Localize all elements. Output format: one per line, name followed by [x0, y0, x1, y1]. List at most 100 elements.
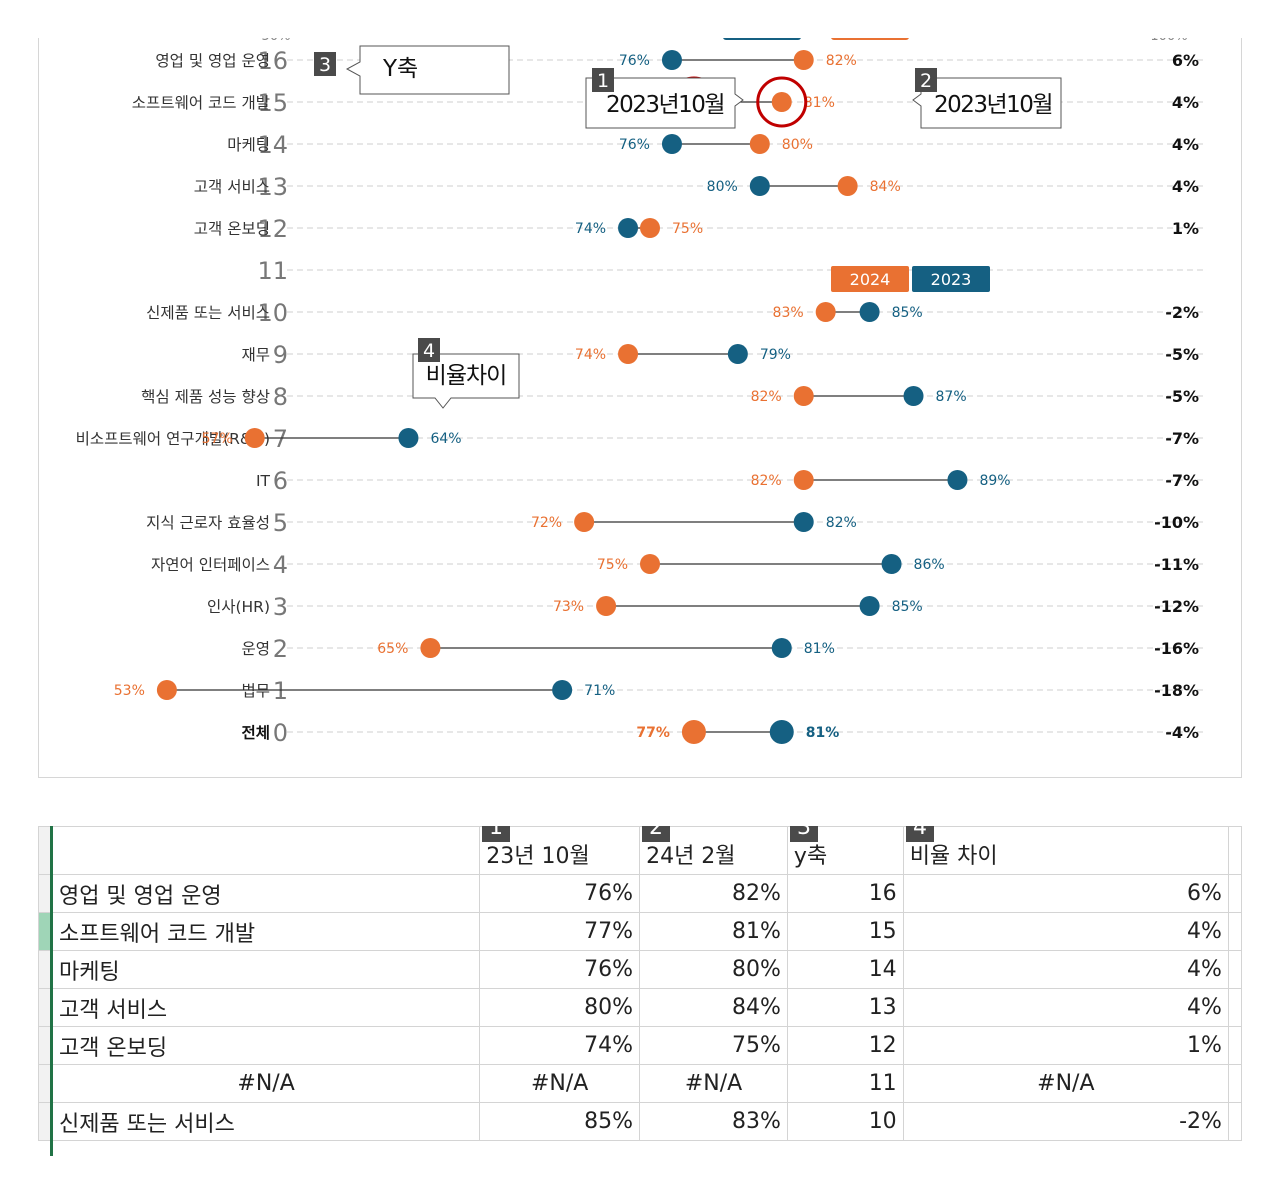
difference-label: -18% [1154, 681, 1199, 700]
table-cell[interactable]: 영업 및 영업 운영 [51, 874, 481, 913]
table-cell[interactable]: 신제품 또는 서비스 [51, 1102, 481, 1141]
table-cell[interactable]: 11 [786, 1064, 904, 1103]
table-cell[interactable]: 83% [639, 1102, 788, 1141]
table-cell[interactable]: 76% [479, 874, 641, 913]
data-label: 81% [804, 95, 835, 111]
point-2024 [640, 218, 660, 238]
difference-label: -16% [1154, 639, 1199, 658]
table-cell[interactable]: 85% [479, 1102, 641, 1141]
data-label: 64% [430, 431, 461, 447]
table-cell[interactable]: 13 [786, 988, 904, 1027]
category-label: 고객 서비스 [194, 178, 270, 196]
table-cell[interactable]: 12 [786, 1026, 904, 1065]
difference-label: -11% [1154, 555, 1199, 574]
overflow-cell [1227, 1064, 1242, 1103]
table-cell[interactable]: 고객 온보딩 [51, 1026, 481, 1065]
table-cell[interactable]: 고객 서비스 [51, 988, 481, 1027]
table-cell[interactable]: 82% [639, 874, 788, 913]
overflow-cell [1227, 1026, 1242, 1065]
table-cell[interactable]: 80% [479, 988, 641, 1027]
table-cell[interactable]: 6% [902, 874, 1229, 913]
point-2024 [793, 50, 814, 70]
callout-4-text: 비율차이 [426, 363, 507, 389]
overflow-cell [1227, 826, 1242, 875]
category-label: 인사(HR) [207, 598, 270, 616]
table-cell[interactable]: 77% [479, 912, 641, 951]
category-label: 핵심 제품 성능 향상 [141, 388, 270, 406]
point-2023 [947, 470, 968, 490]
point-2024 [640, 554, 660, 574]
table-cell[interactable]: 84% [639, 988, 788, 1027]
point-2023 [769, 720, 794, 744]
data-label: 76% [619, 137, 650, 153]
difference-label: 4% [1172, 177, 1199, 196]
table-row: 마케팅 76% 80% 14 4% [38, 950, 1242, 989]
data-label: 84% [870, 179, 901, 195]
difference-label: -5% [1165, 387, 1199, 406]
table-cell[interactable]: 10 [786, 1102, 904, 1141]
callout-4-badge-number: 4 [423, 340, 435, 362]
category-label: 재무 [241, 346, 270, 364]
y-tick-label: 12 [257, 215, 288, 243]
y-tick-label: 2 [273, 635, 288, 663]
table-cell[interactable]: 4% [902, 912, 1229, 951]
category-label: 소프트웨어 코드 개발 [132, 94, 270, 112]
table-cell[interactable]: 마케팅 [51, 950, 481, 989]
row-header[interactable] [38, 1026, 53, 1065]
y-tick-label: 11 [257, 257, 288, 285]
data-label: 85% [892, 599, 923, 615]
table-cell[interactable]: #N/A [479, 1064, 641, 1103]
data-label: 74% [575, 221, 606, 237]
category-label: 비소프트웨어 연구개발(R&D) [76, 430, 270, 448]
table-cell[interactable]: 1% [902, 1026, 1229, 1065]
y-tick-label: 0 [273, 719, 288, 747]
y-tick-label: 15 [257, 89, 288, 117]
table-cell[interactable]: 74% [479, 1026, 641, 1065]
table-cell[interactable]: 75% [639, 1026, 788, 1065]
callout-1-text: 2023년10월 [606, 92, 724, 118]
point-2023 [771, 638, 792, 658]
table-cell[interactable]: 16 [786, 874, 904, 913]
table-cell[interactable]: #N/A [639, 1064, 788, 1103]
header-cell-label[interactable] [51, 826, 481, 875]
difference-label: 6% [1172, 51, 1199, 70]
header-cell[interactable]: 비율 차이 [902, 826, 1229, 875]
column-badge-1: 1 [482, 826, 510, 842]
point-2024 [618, 344, 639, 364]
data-label: 65% [377, 641, 408, 657]
point-2023 [859, 302, 880, 322]
legend-2024-badge [831, 266, 909, 292]
table-cell[interactable]: 15 [786, 912, 904, 951]
category-label: 지식 근로자 효율성 [146, 514, 270, 532]
table-cell[interactable]: -2% [902, 1102, 1229, 1141]
table-cell[interactable]: 4% [902, 988, 1229, 1027]
row-header[interactable] [38, 950, 53, 989]
table-cell[interactable]: #N/A [902, 1064, 1229, 1103]
table-row: 고객 온보딩 74% 75% 12 1% [38, 1026, 1242, 1065]
data-label: 75% [597, 557, 628, 573]
category-label: 자연어 인터페이스 [151, 556, 270, 574]
point-2024 [815, 302, 836, 322]
callout-2-bubble [912, 77, 1062, 129]
difference-label: 4% [1172, 93, 1199, 112]
table-cell[interactable]: 80% [639, 950, 788, 989]
point-2024 [244, 428, 265, 448]
y-tick-label: 9 [273, 341, 288, 369]
table-cell[interactable]: 81% [639, 912, 788, 951]
table-cell[interactable]: 4% [902, 950, 1229, 989]
table-row: 고객 서비스 80% 84% 13 4% [38, 988, 1242, 1027]
data-label: 82% [751, 473, 782, 489]
y-tick-label: 10 [257, 299, 288, 327]
table-cell[interactable]: 76% [479, 950, 641, 989]
row-header[interactable] [38, 826, 53, 875]
table-cell[interactable]: 소프트웨어 코드 개발 [51, 912, 481, 951]
table-cell[interactable]: #N/A [51, 1064, 481, 1103]
header-cell[interactable]: y축 [786, 826, 904, 875]
table-row: 영업 및 영업 운영 76% 82% 16 6% [38, 874, 1242, 913]
spreadsheet[interactable]: 23년 10월 24년 2월 y축 비율 차이 영업 및 영업 운영 76% 82% 16 6%… [38, 826, 1242, 1156]
row-header[interactable] [38, 1102, 53, 1141]
table-cell[interactable]: 14 [786, 950, 904, 989]
difference-label: -2% [1165, 303, 1199, 322]
point-2024 [156, 680, 177, 700]
y-tick-label: 7 [273, 425, 288, 453]
